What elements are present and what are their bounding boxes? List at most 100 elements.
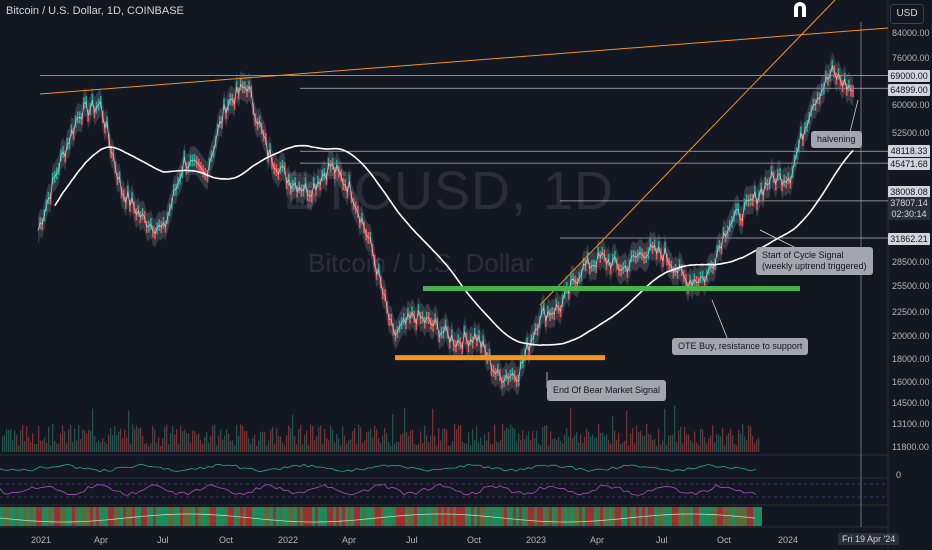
trend-strip: [753, 507, 756, 526]
annotation-halvening[interactable]: halvening: [811, 131, 862, 148]
x-tick: Apr: [342, 535, 357, 545]
volume-bar: [138, 428, 140, 452]
magnet-icon[interactable]: [790, 0, 810, 20]
volume-bar: [574, 435, 576, 452]
volume-bar: [540, 445, 542, 452]
volume-bar: [106, 443, 108, 452]
trend-strip: [297, 507, 300, 526]
volume-bar: [550, 431, 552, 452]
volume-bar: [64, 431, 66, 452]
trend-strip: [144, 507, 147, 526]
volume-bar: [702, 429, 704, 452]
trend-strip: [180, 507, 183, 526]
volume-bar: [588, 431, 590, 452]
trend-strip: [576, 507, 579, 526]
volume-bar: [598, 424, 600, 452]
volume-bar: [464, 443, 466, 452]
volume-bar: [590, 436, 592, 452]
countdown-label: 02:30:14: [888, 208, 930, 220]
trend-strip: [522, 507, 525, 526]
trend-strip: [723, 507, 726, 526]
trend-strip: [78, 507, 81, 526]
volume-bar: [746, 440, 748, 452]
annotation-start-cycle[interactable]: Start of Cycle Signal (weekly uptrend tr…: [756, 247, 873, 275]
volume-bar: [102, 438, 104, 452]
trend-strip: [756, 507, 759, 526]
volume-bar: [10, 429, 12, 452]
currency-button[interactable]: USD: [890, 4, 924, 24]
trend-strip: [276, 507, 279, 526]
volume-bar: [596, 437, 598, 452]
volume-bar: [96, 442, 98, 452]
trend-strip: [207, 507, 210, 526]
trend-strip: [36, 507, 39, 526]
trend-strip: [366, 507, 369, 526]
trend-strip: [660, 507, 663, 526]
volume-bar: [502, 424, 504, 452]
trend-strip: [66, 507, 69, 526]
volume-bar: [690, 440, 692, 452]
price-level-label: 31862.21: [888, 233, 930, 245]
y-tick: 25500.00: [892, 281, 930, 291]
volume-bar: [506, 428, 508, 452]
trend-strip: [81, 507, 84, 526]
annotation-bear-end[interactable]: End Of Bear Market Signal: [547, 380, 667, 401]
volume-bar: [668, 435, 670, 452]
volume-bar: [664, 408, 666, 452]
trend-strip: [333, 507, 336, 526]
volume-bar: [80, 439, 82, 452]
volume-bar: [152, 426, 154, 452]
volume-bar: [194, 430, 196, 452]
price-level-label: 69000.00: [888, 70, 930, 82]
trend-strip: [558, 507, 561, 526]
volume-bar: [220, 429, 222, 452]
trend-strip: [600, 507, 603, 526]
annotation-start-cycle-line2: (weekly uptrend triggered): [762, 261, 867, 271]
trend-strip: [681, 507, 684, 526]
price-level-label: 38008.08: [888, 186, 930, 198]
volume-bar: [210, 435, 212, 452]
volume-bar: [422, 443, 424, 452]
volume-bar: [528, 431, 530, 452]
volume-bar: [736, 445, 738, 452]
volume-bar: [646, 424, 648, 452]
volume-bar: [260, 431, 262, 452]
volume-bar: [400, 434, 402, 452]
volume-bar: [6, 428, 8, 452]
trend-strip: [564, 507, 567, 526]
volume-bar: [694, 431, 696, 452]
volume-bar: [266, 445, 268, 452]
volume-bar: [38, 425, 40, 452]
volume-bar: [732, 435, 734, 452]
volume-bar: [224, 435, 226, 452]
trend-strip: [507, 507, 510, 526]
trend-strip: [270, 507, 273, 526]
trend-strip: [480, 507, 483, 526]
trend-strip: [501, 507, 504, 526]
volume-bar: [396, 441, 398, 452]
volume-bar: [62, 425, 64, 452]
volume-bar: [74, 428, 76, 452]
trend-strip: [198, 507, 201, 526]
trend-strip: [288, 507, 291, 526]
volume-bar: [582, 442, 584, 452]
trend-strip: [354, 507, 357, 526]
volume-bar: [678, 430, 680, 452]
volume-bar: [274, 443, 276, 452]
volume-bar: [316, 436, 318, 452]
volume-bar: [730, 428, 732, 452]
volume-bar: [168, 444, 170, 452]
volume-bar: [86, 433, 88, 452]
volume-bar: [176, 429, 178, 452]
trend-strip: [111, 507, 114, 526]
volume-bar: [472, 429, 474, 452]
price-line: [37, 64, 854, 384]
annotation-start-cycle-line1: Start of Cycle Signal: [762, 250, 844, 260]
volume-bar: [614, 430, 616, 452]
volume-bar: [336, 433, 338, 452]
trend-strip: [42, 507, 45, 526]
volume-bar: [232, 440, 234, 452]
volume-bar: [372, 437, 374, 452]
annotation-ote[interactable]: OTE Buy, resistance to support: [672, 338, 809, 355]
